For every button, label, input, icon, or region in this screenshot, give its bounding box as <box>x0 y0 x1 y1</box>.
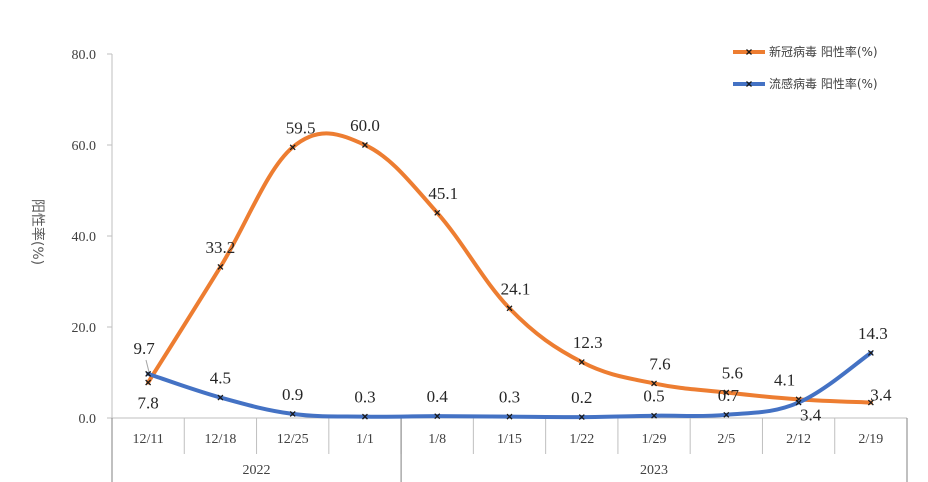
data-point-flu <box>795 399 802 406</box>
data-point-covid <box>217 263 224 270</box>
data-point-flu <box>217 394 224 401</box>
x-group-label: 2023 <box>640 463 668 478</box>
legend-label-covid: 新冠病毒 阳性率(%) <box>769 44 878 59</box>
data-label-flu: 14.3 <box>858 324 888 343</box>
y-tick-label: 0.0 <box>79 412 97 427</box>
data-point-flu <box>578 414 585 421</box>
data-point-flu <box>867 349 874 356</box>
data-point-flu <box>434 413 441 420</box>
series-line-flu <box>146 350 873 420</box>
data-label-covid: 7.8 <box>138 394 159 413</box>
x-tick-label: 1/1 <box>356 432 374 447</box>
data-label-flu: 9.7 <box>134 339 156 358</box>
x-tick-label: 12/11 <box>132 432 163 447</box>
legend: 新冠病毒 阳性率(%) 流感病毒 阳性率(%) <box>733 44 878 91</box>
x-tick-label: 2/12 <box>786 432 811 447</box>
x-group-label: 2022 <box>243 463 271 478</box>
data-label-flu: 0.4 <box>427 387 449 406</box>
data-label-flu: 0.5 <box>643 387 664 406</box>
data-point-flu <box>723 411 730 418</box>
data-point-covid <box>867 399 874 406</box>
y-tick-label: 40.0 <box>72 230 97 245</box>
data-label-covid: 33.2 <box>206 238 236 257</box>
data-label-flu: 3.4 <box>800 406 822 425</box>
data-label-flu: 0.2 <box>571 388 592 407</box>
x-tick-label: 1/8 <box>428 432 446 447</box>
data-label-covid: 24.1 <box>501 279 531 298</box>
data-point-covid <box>434 209 441 216</box>
data-point-covid <box>651 380 658 387</box>
x-tick-label: 12/18 <box>204 432 236 447</box>
data-labels: 7.8 33.2 59.5 60.0 45.1 24.1 12.3 7.6 5.6 4.1 3.4 9… <box>134 116 892 425</box>
x-tick-label: 1/15 <box>497 432 522 447</box>
data-point-covid <box>723 389 730 396</box>
x-tick-label: 1/29 <box>642 432 667 447</box>
legend-marker <box>746 49 752 55</box>
y-tick-label: 60.0 <box>72 139 97 154</box>
data-point-flu <box>506 413 513 420</box>
axes: 0.0 20.0 40.0 60.0 80.0 12/11 12/18 12/25 1/1 1/8… <box>29 48 908 482</box>
data-label-flu: 0.3 <box>354 388 375 407</box>
x-tick-label: 2/19 <box>858 432 883 447</box>
data-point-flu <box>361 413 368 420</box>
x-tick-label: 12/25 <box>277 432 309 447</box>
legend-marker <box>746 81 752 87</box>
data-label-covid: 4.1 <box>774 370 795 389</box>
data-label-covid: 5.6 <box>722 364 743 383</box>
data-label-covid: 59.5 <box>286 118 316 137</box>
data-label-flu: 4.5 <box>210 369 231 388</box>
label-leader-line <box>145 359 150 373</box>
data-label-covid: 45.1 <box>428 184 458 203</box>
data-label-covid: 3.4 <box>870 386 892 405</box>
data-label-covid: 12.3 <box>573 333 603 352</box>
data-point-covid <box>289 144 296 151</box>
legend-label-flu: 流感病毒 阳性率(%) <box>769 76 878 91</box>
y-axis-title: 阳性率(%) <box>29 199 46 265</box>
data-point-covid <box>361 142 368 148</box>
data-label-flu: 0.3 <box>499 388 520 407</box>
data-label-covid: 60.0 <box>350 116 380 135</box>
data-point-covid <box>578 359 585 365</box>
y-tick-label: 20.0 <box>72 321 97 336</box>
series-line-covid <box>146 131 873 405</box>
data-label-flu: 0.9 <box>282 385 303 404</box>
y-tick-label: 80.0 <box>72 48 97 63</box>
series-group <box>145 131 874 421</box>
data-point-flu <box>145 370 152 377</box>
x-tick-label: 2/5 <box>717 432 735 447</box>
data-point-covid <box>145 379 152 386</box>
data-point-covid <box>506 305 513 312</box>
data-label-covid: 7.6 <box>649 354 670 373</box>
data-point-flu <box>651 412 658 419</box>
data-label-flu: 0.7 <box>718 386 740 405</box>
x-tick-label: 1/22 <box>569 432 594 447</box>
data-point-flu <box>289 410 296 417</box>
